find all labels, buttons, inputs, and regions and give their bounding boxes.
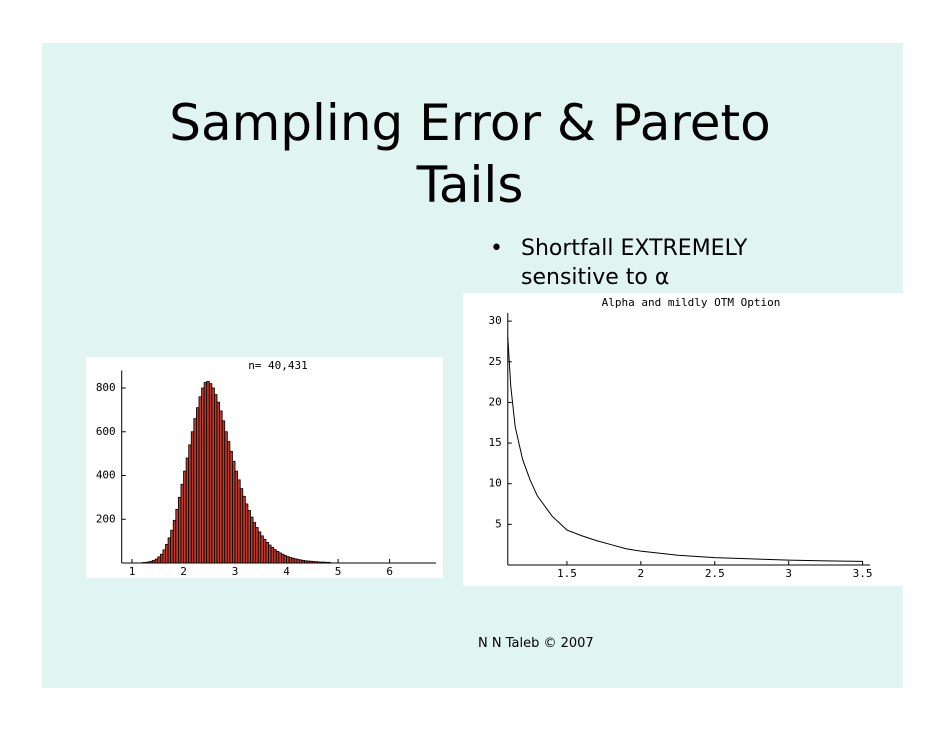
slide-title: Sampling Error & Pareto Tails	[169, 94, 771, 214]
x-tick-label: 3.5	[853, 567, 873, 580]
x-tick-label: 3	[785, 567, 792, 580]
x-tick-label: 3	[232, 565, 239, 578]
y-tick-label: 15	[489, 436, 502, 449]
histogram-chart: n= 40,431 1 2 3 4 5 6 200 400 600 800	[86, 357, 443, 578]
line	[507, 337, 863, 562]
bar	[327, 561, 331, 564]
y-tick-label: 20	[489, 395, 502, 408]
y-tick-label: 200	[96, 512, 116, 525]
y-tick-label: 600	[96, 425, 116, 438]
y-tick-label: 25	[489, 355, 502, 368]
x-tick-label: 1.5	[557, 567, 577, 580]
chart-title: n= 40,431	[248, 359, 308, 372]
x-tick-label: 4	[283, 565, 290, 578]
y-tick-label: 5	[495, 517, 502, 530]
y-tick-label: 400	[96, 469, 116, 482]
x-tick-label: 2	[638, 567, 645, 580]
line-chart: Alpha and mildly OTM Option 1.5 2 2.5 3 3.5 5 1…	[463, 293, 903, 586]
x-tick-label: 6	[386, 565, 393, 578]
y-tick-label: 800	[96, 381, 116, 394]
x-tick-label: 2.5	[705, 567, 725, 580]
footer: N N Taleb © 2007	[478, 636, 594, 651]
y-tick-label: 10	[489, 477, 502, 490]
chart-title: Alpha and mildly OTM Option	[602, 296, 781, 309]
x-tick-label: 2	[180, 565, 187, 578]
x-tick-label: 5	[335, 565, 342, 578]
x-tick-label: 1	[129, 565, 136, 578]
y-tick-label: 30	[489, 314, 502, 327]
bullet: Shortfall EXTREMELY sensitive to α	[490, 234, 821, 292]
